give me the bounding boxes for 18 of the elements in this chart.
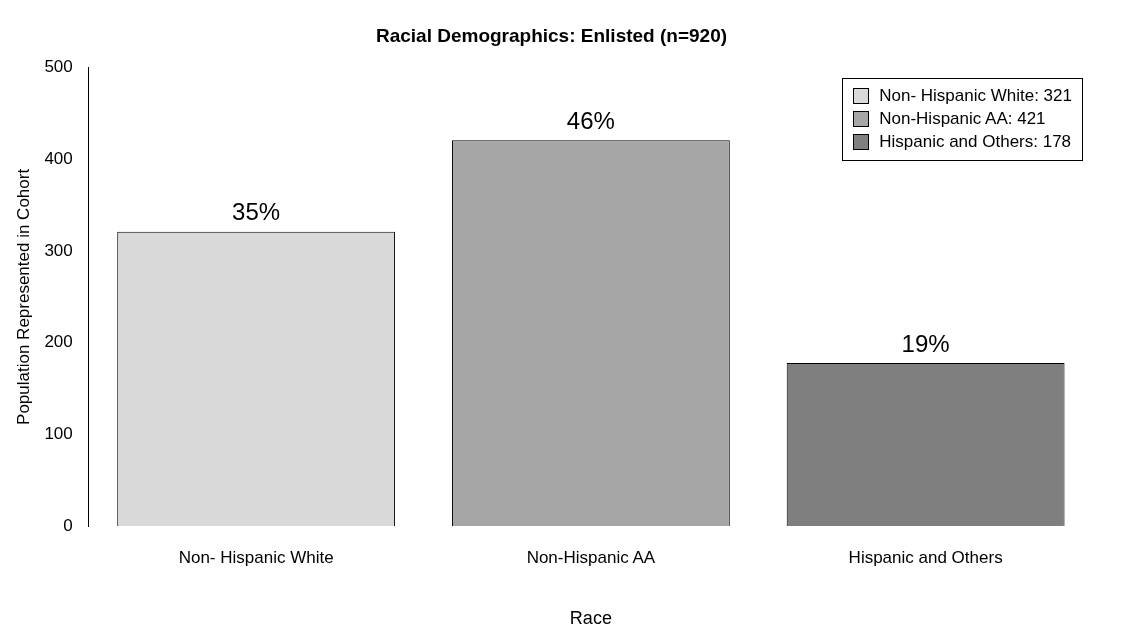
y-tick-label: 0 [63, 515, 73, 535]
chart-title: Racial Demographics: Enlisted (n=920) [375, 24, 728, 46]
y-axis-title: Population Represented in Cohort [13, 168, 33, 425]
y-tick-label: 100 [44, 424, 73, 444]
legend-label: Non-Hispanic AA: 421 [879, 109, 1046, 130]
y-tick-label: 500 [44, 57, 73, 77]
x-axis-title: Race [569, 608, 612, 629]
y-tick-label: 400 [44, 149, 73, 169]
x-tick-label: Non- Hispanic White [178, 547, 334, 567]
legend-label: Hispanic and Others: 178 [879, 132, 1072, 153]
annotation: 19% [901, 329, 950, 357]
legend-label: Non- Hispanic White: 321 [879, 86, 1072, 107]
y-tick-label: 200 [44, 332, 73, 352]
y-tick-label: 300 [44, 240, 73, 260]
annotation: 35% [232, 198, 281, 226]
x-tick-label: Non-Hispanic AA [526, 547, 656, 567]
annotation: 46% [566, 106, 615, 134]
x-tick-label: Hispanic and Others [848, 547, 1003, 567]
